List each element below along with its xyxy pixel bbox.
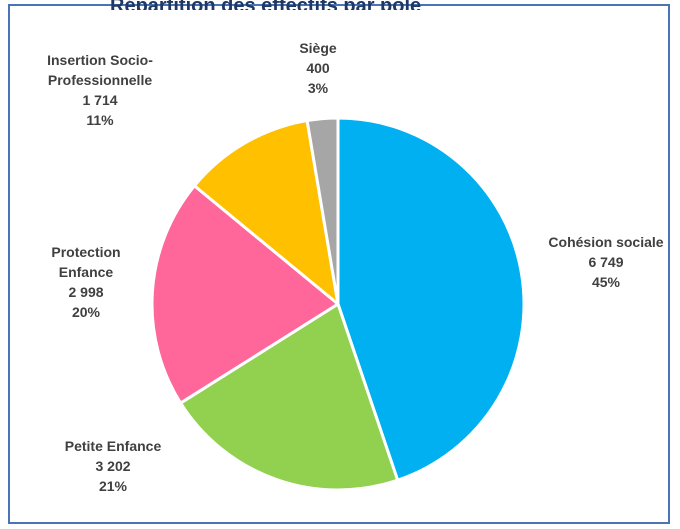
slice-label-name: Protection — [51, 244, 121, 260]
slice-label: Insertion Socio- Professionnelle 1 714 11% — [47, 50, 153, 130]
slice-label-name: Cohésion sociale — [548, 234, 664, 250]
slice-label: Petite Enfance 3 202 21% — [65, 436, 161, 496]
slice-label-percent: 45% — [591, 274, 621, 290]
slice-label-name: Petite Enfance — [64, 438, 162, 454]
chart-title-partial: Répartition des effectifs par pôle — [110, 0, 421, 10]
slice-label-name: Siège — [299, 40, 337, 56]
pie-slice-coh-sion-sociale — [336, 116, 526, 482]
pie-slice-si-ge — [305, 116, 340, 306]
slice-label-name: Insertion Socio- — [47, 52, 153, 68]
slice-label: Siège 400 3% — [299, 38, 336, 98]
pie-slice-protection-enfance — [150, 184, 340, 405]
slice-label-percent: 11% — [86, 112, 114, 128]
slice-label: Cohésion sociale 6 749 45% — [548, 232, 663, 292]
slice-label-percent: 21% — [98, 478, 128, 494]
pie-slice-petite-enfance — [179, 302, 400, 492]
slice-label-percent: 3% — [307, 80, 329, 96]
slice-label-value: 6 749 — [588, 254, 624, 270]
slice-label-name: Enfance — [58, 264, 114, 280]
slice-label-value: 1 714 — [82, 92, 118, 108]
slice-label: Protection Enfance 2 998 20% — [51, 242, 120, 322]
slice-label-value: 3 202 — [95, 458, 131, 474]
slice-label-value: 2 998 — [68, 284, 104, 300]
pie-slice-insertion-socio-professionnelle — [192, 119, 340, 306]
slice-label-value: 400 — [306, 60, 330, 76]
slice-label-percent: 20% — [71, 304, 101, 320]
slice-label-name: Professionnelle — [47, 72, 153, 88]
